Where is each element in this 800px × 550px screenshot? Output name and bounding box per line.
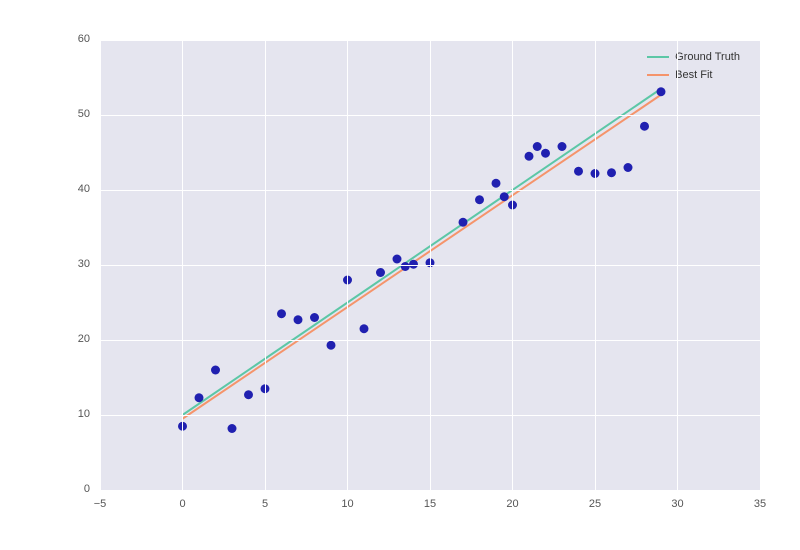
y-tick-label: 0 [84,483,90,495]
y-tick-label: 50 [78,108,90,120]
scatter-point [294,315,303,324]
x-tick-label: 15 [420,498,440,510]
scatter-point [376,268,385,277]
fit-line [183,89,662,415]
scatter-point [640,122,649,131]
y-tick-label: 20 [78,333,90,345]
grid-line-y [100,190,760,191]
y-tick-label: 40 [78,183,90,195]
y-tick-label: 10 [78,408,90,420]
y-tick-label: 60 [78,33,90,45]
scatter-point [244,390,253,399]
scatter-point [211,366,220,375]
chart-container: Ground TruthBest Fit −505101520253035010… [0,0,800,550]
legend-item: Best Fit [647,66,740,84]
scatter-point [558,142,567,151]
legend-swatch [647,56,669,58]
legend-label: Ground Truth [675,51,740,63]
legend-label: Best Fit [675,69,712,81]
grid-line-y [100,490,760,491]
scatter-point [228,424,237,433]
scatter-point [533,142,542,151]
scatter-point [657,87,666,96]
scatter-point [459,218,468,227]
scatter-point [475,195,484,204]
scatter-point [195,393,204,402]
fit-line [183,95,662,419]
scatter-point [277,309,286,318]
legend-item: Ground Truth [647,48,740,66]
x-tick-label: 5 [255,498,275,510]
grid-line-y [100,415,760,416]
scatter-point [360,324,369,333]
scatter-point [541,149,550,158]
x-tick-label: 20 [503,498,523,510]
grid-line-y [100,115,760,116]
scatter-point [327,341,336,350]
x-tick-label: 30 [668,498,688,510]
x-tick-label: 35 [750,498,770,510]
y-tick-label: 30 [78,258,90,270]
scatter-point [310,313,319,322]
x-tick-label: −5 [90,498,110,510]
scatter-point [624,163,633,172]
x-tick-label: 25 [585,498,605,510]
scatter-point [574,167,583,176]
scatter-point [607,168,616,177]
scatter-point [393,255,402,264]
scatter-point [492,179,501,188]
x-tick-label: 10 [338,498,358,510]
grid-line-y [100,340,760,341]
scatter-point [401,262,410,271]
legend: Ground Truth Best Fit [647,48,740,84]
legend-swatch [647,74,669,76]
scatter-point [525,152,534,161]
grid-line-y [100,40,760,41]
grid-line-y [100,265,760,266]
x-tick-label: 0 [173,498,193,510]
scatter-point [500,192,509,201]
